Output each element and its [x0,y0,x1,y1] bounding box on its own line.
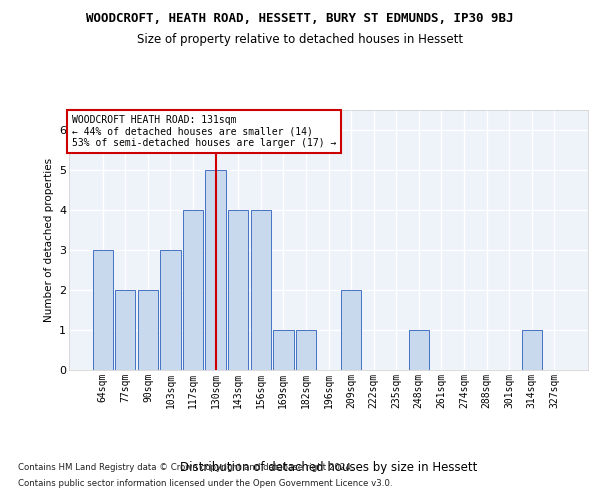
X-axis label: Distribution of detached houses by size in Hessett: Distribution of detached houses by size … [180,461,477,474]
Bar [138,290,158,370]
Text: Contains public sector information licensed under the Open Government Licence v3: Contains public sector information licen… [18,478,392,488]
Bar [160,250,181,370]
Bar [205,170,226,370]
Text: WOODCROFT, HEATH ROAD, HESSETT, BURY ST EDMUNDS, IP30 9BJ: WOODCROFT, HEATH ROAD, HESSETT, BURY ST … [86,12,514,26]
Text: Contains HM Land Registry data © Crown copyright and database right 2024.: Contains HM Land Registry data © Crown c… [18,464,353,472]
Bar [521,330,542,370]
Bar [251,210,271,370]
Text: WOODCROFT HEATH ROAD: 131sqm
← 44% of detached houses are smaller (14)
53% of se: WOODCROFT HEATH ROAD: 131sqm ← 44% of de… [71,115,336,148]
Bar [273,330,293,370]
Bar [92,250,113,370]
Bar [228,210,248,370]
Bar [409,330,429,370]
Bar [341,290,361,370]
Text: Size of property relative to detached houses in Hessett: Size of property relative to detached ho… [137,32,463,46]
Bar [115,290,136,370]
Bar [296,330,316,370]
Bar [183,210,203,370]
Y-axis label: Number of detached properties: Number of detached properties [44,158,53,322]
